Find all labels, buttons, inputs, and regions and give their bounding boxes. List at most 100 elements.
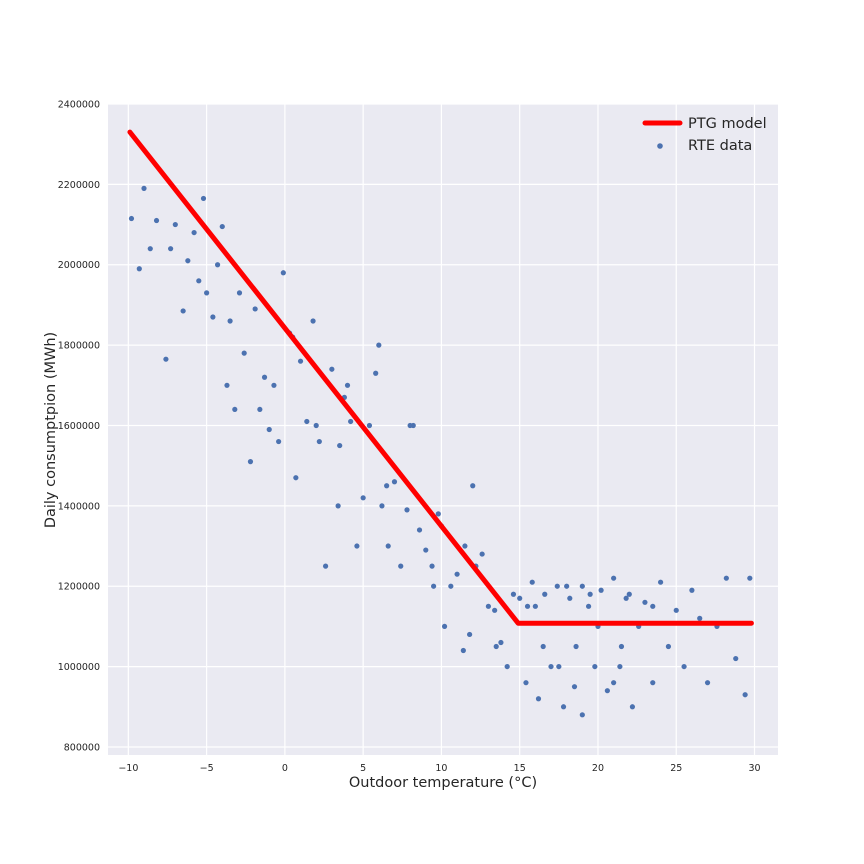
data-point bbox=[657, 579, 664, 585]
data-point bbox=[153, 217, 160, 224]
y-tick-label: 800000 bbox=[64, 742, 100, 753]
data-point bbox=[523, 680, 529, 686]
data-point bbox=[592, 663, 598, 670]
data-point bbox=[204, 290, 210, 296]
x-axis-title: Outdoor temperature (°C) bbox=[349, 775, 537, 791]
data-point bbox=[210, 314, 216, 320]
legend-label-ptg-model: PTG model bbox=[688, 116, 767, 132]
data-point bbox=[373, 370, 379, 376]
legend-label-rte-data: RTE data bbox=[688, 138, 752, 154]
data-point bbox=[271, 382, 277, 388]
data-point bbox=[548, 663, 554, 670]
data-point bbox=[560, 704, 567, 710]
data-point bbox=[556, 663, 562, 670]
data-point bbox=[329, 366, 335, 372]
data-point bbox=[310, 318, 316, 324]
data-point bbox=[598, 587, 604, 593]
data-point bbox=[322, 563, 329, 569]
data-point bbox=[136, 266, 142, 272]
data-point bbox=[535, 696, 542, 702]
data-point bbox=[128, 215, 135, 222]
data-point bbox=[498, 639, 504, 646]
data-point bbox=[398, 563, 404, 569]
data-point bbox=[742, 692, 748, 698]
data-point bbox=[391, 479, 398, 485]
data-point bbox=[587, 591, 593, 597]
data-point bbox=[163, 356, 169, 362]
data-point bbox=[429, 563, 435, 569]
data-point bbox=[479, 551, 485, 557]
grid-lines bbox=[108, 103, 778, 755]
data-point bbox=[573, 643, 579, 650]
data-point bbox=[689, 587, 695, 593]
data-point bbox=[504, 663, 510, 670]
data-point bbox=[704, 680, 711, 686]
data-point bbox=[423, 547, 429, 553]
data-point bbox=[385, 543, 391, 549]
x-tick-label: −5 bbox=[200, 763, 214, 774]
data-point bbox=[492, 607, 498, 613]
data-point bbox=[219, 223, 225, 230]
data-point bbox=[747, 575, 753, 581]
data-point bbox=[172, 221, 178, 228]
data-point bbox=[623, 595, 629, 601]
data-point bbox=[232, 406, 238, 413]
data-point bbox=[252, 306, 258, 312]
data-point bbox=[564, 583, 570, 589]
x-tick-label: 0 bbox=[282, 763, 288, 774]
data-point bbox=[532, 603, 538, 609]
data-point bbox=[227, 318, 233, 324]
data-point bbox=[681, 663, 687, 670]
data-point bbox=[733, 655, 739, 662]
data-point bbox=[241, 350, 247, 356]
data-point bbox=[280, 270, 286, 276]
data-point bbox=[337, 442, 343, 449]
data-point bbox=[642, 599, 648, 605]
y-tick-label: 2400000 bbox=[58, 100, 100, 111]
data-point bbox=[416, 527, 423, 533]
data-point bbox=[467, 631, 473, 638]
data-point bbox=[629, 704, 636, 710]
y-tick-label: 1200000 bbox=[58, 582, 100, 593]
data-point bbox=[261, 374, 268, 380]
y-tick-label: 1600000 bbox=[58, 421, 100, 432]
data-point bbox=[404, 507, 410, 513]
y-tick-label: 1000000 bbox=[58, 662, 100, 673]
data-point bbox=[316, 438, 322, 445]
data-point bbox=[224, 382, 230, 388]
y-tick-labels: 800000 1000000 1200000 1400000 1600000 180000… bbox=[58, 100, 100, 754]
data-point bbox=[585, 603, 592, 609]
data-point bbox=[441, 623, 448, 630]
data-point bbox=[236, 290, 243, 296]
data-point bbox=[141, 185, 147, 191]
data-point bbox=[354, 543, 360, 549]
plot-area bbox=[108, 104, 778, 755]
data-point bbox=[214, 262, 221, 268]
data-point bbox=[376, 342, 382, 348]
data-point bbox=[567, 595, 573, 601]
data-point bbox=[191, 229, 197, 236]
legend-swatch-rte-data bbox=[657, 143, 663, 149]
data-point bbox=[524, 603, 531, 609]
ptg-model-line bbox=[127, 129, 754, 626]
data-point bbox=[470, 483, 476, 489]
data-point bbox=[460, 647, 466, 654]
data-point bbox=[407, 422, 413, 429]
x-tick-label: 5 bbox=[360, 763, 366, 774]
data-point bbox=[168, 246, 174, 252]
x-tick-label: 30 bbox=[748, 763, 760, 774]
data-point bbox=[673, 607, 679, 613]
data-point bbox=[571, 684, 578, 690]
y-tick-label: 2200000 bbox=[58, 180, 100, 191]
x-tick-label: 15 bbox=[514, 763, 526, 774]
data-point bbox=[257, 406, 263, 413]
data-point bbox=[517, 595, 523, 601]
data-point bbox=[448, 583, 454, 589]
data-point bbox=[650, 680, 656, 686]
data-point bbox=[180, 308, 186, 314]
data-point bbox=[626, 591, 632, 597]
data-point bbox=[344, 382, 351, 388]
x-tick-label: 10 bbox=[435, 763, 447, 774]
data-point bbox=[485, 603, 491, 609]
